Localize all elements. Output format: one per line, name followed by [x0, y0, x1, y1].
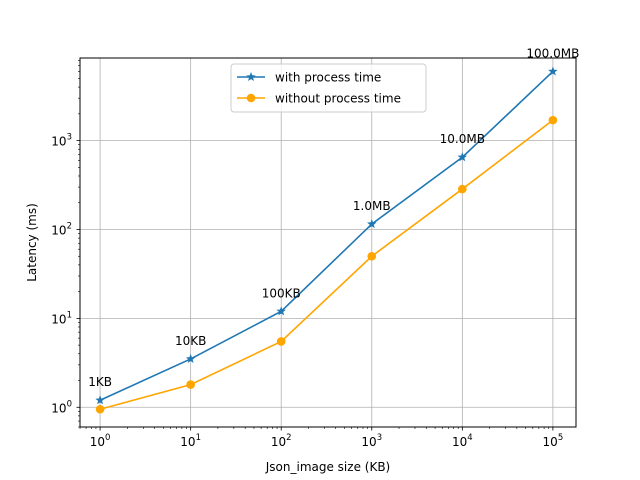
series-2-point	[458, 184, 467, 194]
series-2-point	[95, 404, 105, 414]
series-1-point	[367, 219, 377, 229]
series-1-point	[457, 152, 468, 162]
series-line-1	[99, 70, 554, 401]
series-2-point	[367, 251, 377, 261]
legend-box	[230, 63, 427, 113]
legend: with process time without process time	[230, 63, 427, 113]
x-tick-label: 103	[361, 433, 382, 449]
point-annotation: 1.0MB	[353, 199, 391, 213]
annotations: 1KB 10KB 100KB 1.0MB 10.0MB 100.0MB	[88, 46, 579, 389]
legend-entry-1: with process time	[275, 71, 381, 85]
y-tick-label: 102	[51, 222, 72, 238]
x-tick-label: 101	[180, 433, 201, 449]
y-axis-label: Latency (ms)	[25, 203, 39, 282]
point-annotation: 10KB	[175, 334, 206, 348]
legend-star-marker	[246, 72, 256, 82]
x-tick-label: 102	[271, 433, 292, 449]
series-1-point	[185, 353, 196, 363]
point-annotation: 100.0MB	[526, 46, 579, 60]
plot-frame	[79, 57, 577, 428]
x-tick-label: 105	[543, 433, 564, 449]
point-annotation: 100KB	[262, 286, 301, 300]
series-1-point	[276, 306, 286, 316]
legend-entry-2: without process time	[275, 92, 401, 106]
series-line-2	[99, 119, 554, 411]
legend-circle-marker	[246, 93, 256, 103]
grid	[80, 58, 576, 427]
series-2-point	[548, 115, 558, 125]
x-tick-label: 100	[90, 433, 111, 449]
point-annotation: 1KB	[88, 375, 112, 389]
ticks: 100 101 102 103 104 105 100 101 102 103	[51, 60, 563, 449]
y-tick-label: 100	[51, 399, 72, 415]
series-1-point	[548, 66, 558, 76]
x-tick-label: 104	[452, 433, 473, 449]
series-1-point	[95, 395, 105, 405]
point-annotation: 10.0MB	[440, 132, 485, 146]
series-2-point	[186, 380, 195, 389]
x-axis-label: Json_image size (KB)	[265, 460, 390, 474]
series-2-point	[276, 337, 286, 346]
y-tick-label: 101	[51, 310, 72, 326]
series-layer	[95, 66, 558, 414]
y-tick-label: 103	[51, 133, 72, 149]
